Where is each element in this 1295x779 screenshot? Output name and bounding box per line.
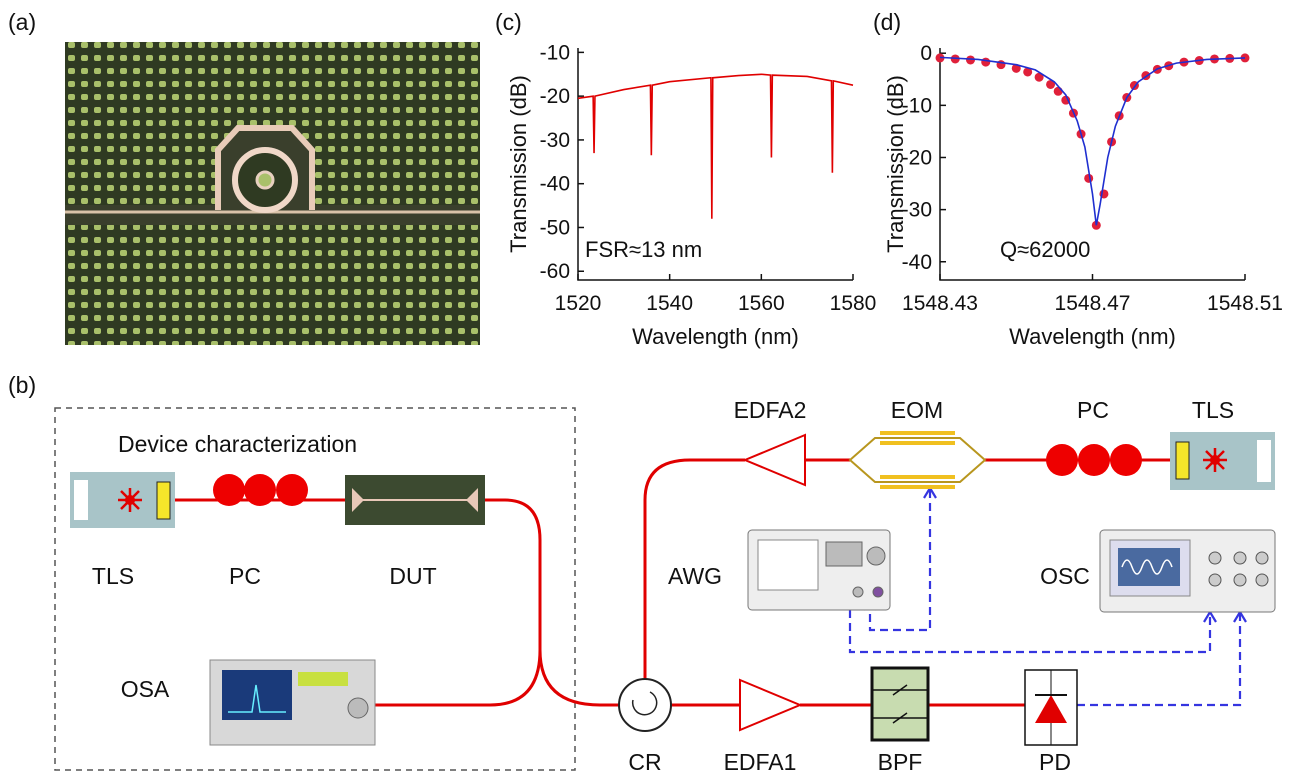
y-tick-label: -50 [540, 216, 570, 239]
y-tick-label: -60 [540, 260, 570, 283]
box-title: Device characterization [118, 431, 357, 457]
node-label: OSA [121, 676, 170, 702]
node-label: EDFA1 [724, 749, 797, 775]
node-label: EDFA2 [734, 397, 807, 423]
node-label: TLS [1192, 397, 1234, 423]
x-tick-label: 1548.51 [1207, 292, 1283, 315]
node-label: PC [229, 563, 261, 589]
x-tick-label: 1548.43 [902, 292, 978, 315]
node-label: BPF [878, 749, 923, 775]
y-tick-label: 0 [920, 42, 932, 65]
node-label: PC [1077, 397, 1109, 423]
annotation: FSR≈13 nm [585, 237, 702, 262]
y-tick-label: -40 [540, 173, 570, 196]
panel-label: (b) [8, 372, 36, 398]
node-label: DUT [389, 563, 436, 589]
x-tick-label: 1548.47 [1055, 292, 1131, 315]
x-tick-label: 1580 [830, 292, 877, 315]
node-label: CR [628, 749, 661, 775]
panel-label: (d) [873, 9, 901, 35]
y-axis-title: Transmission (dB) [883, 75, 908, 253]
x-axis-title: Wavelength (nm) [632, 324, 799, 349]
y-tick-label: -10 [540, 41, 570, 64]
x-tick-label: 1560 [738, 292, 785, 315]
y-axis-title: Transmission (dB) [506, 75, 531, 253]
y-tick-label: -20 [540, 85, 570, 108]
y-tick-label: -40 [902, 251, 932, 274]
data-line [940, 57, 1245, 225]
x-axis-title: Wavelength (nm) [1009, 324, 1176, 349]
node-label: EOM [891, 397, 943, 423]
data-point [981, 58, 990, 67]
data-point [1054, 87, 1063, 96]
node-label: OSC [1040, 563, 1090, 589]
axis [940, 48, 1245, 280]
setup-diagram [55, 408, 1275, 770]
x-tick-label: 1520 [555, 292, 602, 315]
node-label: AWG [668, 563, 722, 589]
y-tick-label: -30 [540, 129, 570, 152]
node-label: PD [1039, 749, 1071, 775]
data-line [578, 74, 853, 218]
annotation: Q≈62000 [1000, 237, 1090, 262]
x-tick-label: 1540 [646, 292, 693, 315]
panel-label: (a) [8, 9, 36, 35]
node-label: TLS [92, 563, 134, 589]
micrograph [65, 42, 480, 345]
panel-label: (c) [495, 9, 522, 35]
figure: (a) (c) (d) (b) [0, 0, 1295, 779]
